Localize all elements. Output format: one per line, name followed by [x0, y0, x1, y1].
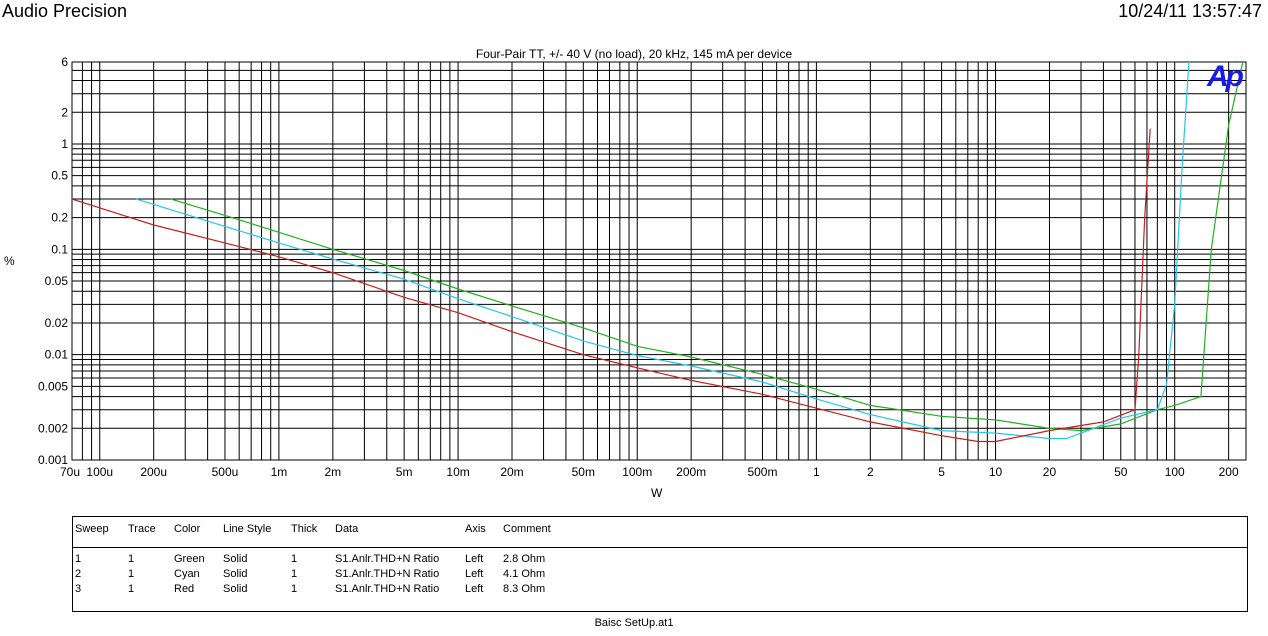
- y-tick-label: 0.05: [45, 274, 69, 288]
- legend-header-cell: Data: [335, 523, 359, 535]
- x-tick-label: 10m: [446, 465, 469, 479]
- legend-header-divider: [73, 547, 1247, 548]
- chart-title: Four-Pair TT, +/- 40 V (no load), 20 kHz…: [475, 47, 793, 61]
- x-tick-label: 5m: [396, 465, 413, 479]
- legend-cell: S1.Anlr.THD+N Ratio: [335, 553, 440, 565]
- x-tick-label: 1: [813, 465, 820, 479]
- x-tick-label: 1m: [271, 465, 288, 479]
- y-tick-label: 0.2: [51, 211, 68, 225]
- x-tick-label: 200m: [676, 465, 706, 479]
- x-tick-label: 20m: [500, 465, 523, 479]
- legend-cell: Solid: [223, 553, 248, 565]
- x-tick-label: 70u: [60, 465, 80, 479]
- legend-header-cell: Sweep: [75, 523, 109, 535]
- y-tick-label: 0.001: [38, 453, 68, 467]
- legend-header-cell: Trace: [128, 523, 156, 535]
- series-line-green: [170, 61, 1244, 432]
- legend-header-cell: Thick: [291, 523, 318, 535]
- x-tick-label: 20: [1043, 465, 1057, 479]
- plot-area: 70u 100u 200u 500u 1m 2m 5m 10m 20m 50m 100m 200m 50…: [38, 55, 1247, 479]
- x-tick-label: 2m: [325, 465, 342, 479]
- ap-logo: Ap: [1207, 60, 1244, 93]
- legend-cell: 1: [291, 568, 298, 580]
- legend-cell: 1: [128, 583, 135, 595]
- timestamp: 10/24/11 13:57:47: [1118, 1, 1262, 21]
- x-tick-label: 50: [1114, 465, 1128, 479]
- legend-cell: S1.Anlr.THD+N Ratio: [335, 583, 440, 595]
- legend-cell: Cyan: [174, 568, 200, 580]
- x-tick-label: 2: [867, 465, 874, 479]
- series-line-red: [71, 128, 1151, 443]
- legend-cell: 4.1 Ohm: [503, 568, 546, 580]
- footer-filename: Baisc SetUp.at1: [594, 617, 674, 629]
- x-tick-label: 200u: [140, 465, 167, 479]
- y-tick-label: 6: [61, 55, 68, 69]
- x-tick-label: 100: [1165, 465, 1185, 479]
- legend-cell: 2.8 Ohm: [503, 553, 546, 565]
- plot-frame: [71, 61, 1247, 461]
- legend-cell: Left: [465, 583, 484, 595]
- legend-cell: 1: [75, 553, 82, 565]
- y-tick-label: 2: [61, 105, 68, 119]
- x-tick-label: 5: [938, 465, 945, 479]
- legend-cell: S1.Anlr.THD+N Ratio: [335, 568, 440, 580]
- y-tick-label: 0.01: [45, 348, 69, 362]
- legend-cell: Left: [465, 568, 484, 580]
- y-axis-label: %: [4, 254, 15, 268]
- y-tick-label: 0.02: [45, 316, 69, 330]
- x-tick-label: 50m: [572, 465, 595, 479]
- legend-cell: Green: [174, 553, 205, 565]
- y-tick-label: 0.002: [38, 421, 68, 435]
- x-tick-label: 200: [1219, 465, 1239, 479]
- legend-cell: Solid: [223, 583, 248, 595]
- legend-cell: 2: [75, 568, 82, 580]
- legend-cell: Left: [465, 553, 484, 565]
- legend-cell: 1: [128, 553, 135, 565]
- legend-cell: 1: [291, 553, 298, 565]
- x-axis-label: W: [651, 486, 663, 500]
- x-tick-label: 10: [989, 465, 1003, 479]
- legend-header-cell: Axis: [465, 523, 486, 535]
- legend-cell: Red: [174, 583, 195, 595]
- legend-header-cell: Line Style: [223, 523, 272, 535]
- legend-cell: 1: [291, 583, 298, 595]
- x-tick-label: 100u: [86, 465, 113, 479]
- y-tick-label: 0.005: [38, 379, 68, 393]
- y-tick-label: 1: [61, 137, 68, 151]
- series-line-cyan: [136, 61, 1190, 440]
- y-tick-label: 0.1: [51, 242, 68, 256]
- legend-header-cell: Color: [174, 523, 201, 535]
- x-tick-label: 500u: [212, 465, 239, 479]
- legend-table: Sweep Trace Color Line Style Thick Data Axis Co…: [72, 516, 1248, 612]
- legend-header-cell: Comment: [503, 523, 551, 535]
- y-tick-label: 0.5: [51, 169, 68, 183]
- legend-cell: Solid: [223, 568, 248, 580]
- x-tick-label: 500m: [747, 465, 777, 479]
- legend-cell: 8.3 Ohm: [503, 583, 546, 595]
- x-tick-label: 100m: [622, 465, 652, 479]
- brand-label: Audio Precision: [2, 1, 128, 21]
- legend-cell: 1: [128, 568, 135, 580]
- legend-cell: 3: [75, 583, 82, 595]
